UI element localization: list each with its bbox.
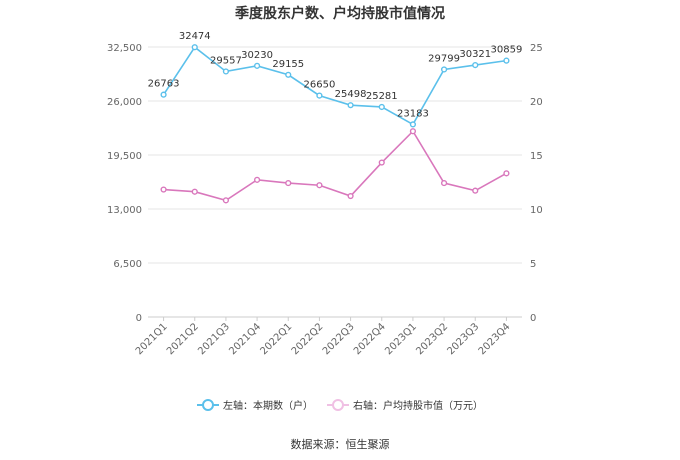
series-0-point — [285, 71, 292, 78]
x-axis-tick-label: 2022Q1 — [259, 321, 295, 357]
right-axis-tick-label: 25 — [530, 43, 543, 54]
data-label: 29799 — [428, 53, 460, 64]
x-axis-tick-label: 2021Q1 — [134, 321, 170, 357]
x-axis-tick-label: 2022Q2 — [290, 321, 326, 357]
x-axis-tick-label: 2021Q3 — [196, 321, 232, 357]
x-axis-tick-label: 2023Q4 — [477, 321, 513, 357]
series-1-point — [472, 187, 479, 194]
data-label: 23183 — [397, 108, 429, 119]
right-axis-tick-label: 0 — [530, 313, 536, 324]
series-0-point — [160, 91, 167, 98]
data-label: 29557 — [210, 55, 242, 66]
series-line-0 — [162, 46, 507, 126]
right-axis-tick-label: 20 — [530, 97, 543, 108]
series-1-point — [347, 192, 354, 200]
data-label: 26763 — [148, 79, 180, 90]
right-axis-tick-label: 5 — [530, 259, 536, 270]
series-1-point — [191, 188, 198, 195]
data-label: 30859 — [491, 45, 523, 56]
series-0-point — [347, 102, 354, 109]
legend-item-households[interactable]: 左轴：本期数（户） — [197, 397, 313, 412]
series-layer — [160, 44, 510, 204]
left-axis-tick-label: 13,000 — [107, 205, 142, 216]
series-0-point — [253, 62, 261, 69]
legend-item-market-value[interactable]: 右轴：户均持股市值（万元） — [327, 397, 483, 412]
series-1-point — [160, 186, 167, 193]
series-0-point — [316, 92, 323, 99]
data-label: 29155 — [272, 59, 304, 70]
x-axis-tick-label: 2022Q3 — [321, 321, 357, 357]
series-line-1 — [163, 129, 507, 202]
data-label: 26650 — [304, 80, 336, 91]
chart-title: 季度股东户数、户均持股市值情况 — [235, 6, 445, 22]
series-1-point — [253, 176, 261, 183]
legend-swatch-households — [197, 398, 219, 411]
series-0-point — [440, 66, 448, 73]
x-axis-tick-label: 2021Q4 — [227, 321, 263, 357]
series-0-point — [472, 62, 479, 69]
series-1-point — [222, 197, 230, 204]
series-1-point — [503, 170, 510, 177]
legend: 左轴：本期数（户） 右轴：户均持股市值（万元） — [0, 397, 680, 412]
left-axis-tick-label: 19,500 — [107, 151, 142, 162]
data-label: 30321 — [459, 49, 491, 60]
series-0-point — [191, 44, 198, 51]
data-label: 25498 — [335, 89, 367, 100]
x-axis-tick-label: 2021Q2 — [165, 321, 201, 357]
left-axis-tick-label: 32,500 — [107, 43, 142, 54]
series-1-point — [285, 179, 292, 187]
x-axis-tick-label: 2022Q4 — [352, 321, 388, 357]
series-1-point — [378, 159, 385, 166]
source-note: 数据来源：恒生聚源 — [290, 438, 390, 451]
left-axis-tick-label: 6,500 — [113, 259, 142, 270]
x-axis-tick-label: 2023Q1 — [383, 321, 419, 357]
legend-swatch-market-value — [327, 398, 349, 411]
left-axis-tick-label: 26,000 — [107, 97, 142, 108]
series-0-point — [378, 103, 385, 111]
series-0-point — [409, 121, 417, 128]
series-1-point — [409, 128, 417, 135]
legend-label-market-value: 右轴：户均持股市值（万元） — [353, 401, 483, 412]
legend-label-households: 左轴：本期数（户） — [223, 401, 313, 412]
x-axis-tick-label: 2023Q2 — [414, 321, 450, 357]
data-label: 25281 — [366, 91, 398, 102]
right-axis-tick-label: 10 — [530, 205, 543, 216]
data-label: 30230 — [241, 50, 273, 61]
left-axis-tick-label: 0 — [136, 313, 142, 324]
series-1-point — [440, 179, 448, 187]
right-axis-tick-label: 15 — [530, 151, 543, 162]
series-0-point — [222, 68, 230, 75]
series-1-point — [316, 182, 323, 189]
series-0-point — [503, 57, 510, 64]
data-label: 32474 — [179, 31, 211, 42]
x-axis-tick-label: 2023Q3 — [446, 321, 482, 357]
